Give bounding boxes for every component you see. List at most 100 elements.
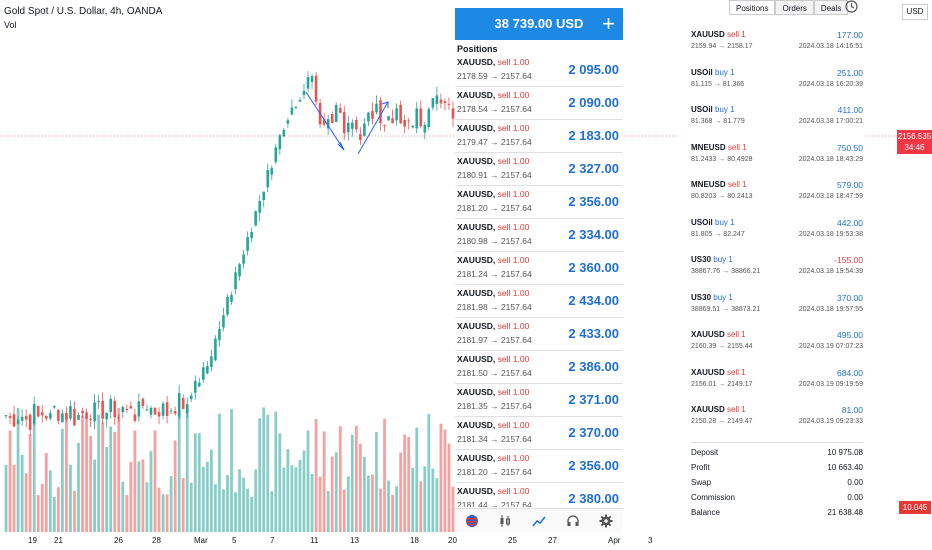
candles-icon[interactable] xyxy=(497,513,513,529)
date-tick-label: 13 xyxy=(350,536,359,545)
volume-bar xyxy=(185,410,189,532)
trade-row[interactable]: MNEUSD sell 1 579.00 80.8203 → 80.2413 2024… xyxy=(677,178,867,216)
position-row[interactable]: XAUUSD, sell 1.00 2181.20 → 2157.64 2 356.… xyxy=(455,186,623,219)
tab-bar: Positions Orders Deals xyxy=(729,0,849,15)
trade-row[interactable]: US30 buy 1 370.00 38869.51 → 38873.21 2024.… xyxy=(677,291,867,329)
position-row[interactable]: XAUUSD, sell 1.00 2178.54 → 2157.64 2 090.… xyxy=(455,87,623,120)
volume-bar xyxy=(383,418,386,532)
position-row[interactable]: XAUUSD, sell 1.00 2181.24 → 2157.64 2 360.… xyxy=(455,252,623,285)
gear-icon[interactable] xyxy=(598,513,614,529)
volume-bar xyxy=(302,450,306,532)
candle-body xyxy=(169,410,173,412)
volume-bar xyxy=(60,428,64,532)
candle-body xyxy=(391,118,394,124)
position-row[interactable]: XAUUSD, sell 1.00 2180.98 → 2157.64 2 334.… xyxy=(455,219,623,252)
current-price-tag: 2156.535 34:46 xyxy=(897,130,932,154)
volume-bar xyxy=(129,461,133,532)
candle-body xyxy=(36,406,40,417)
position-pnl: 2 360.00 xyxy=(568,260,619,275)
trades-list[interactable]: XAUUSD sell 1 177.00 2159.94 → 2158.17 2024… xyxy=(677,28,867,441)
date-tick-label: 25 xyxy=(508,536,517,545)
position-row[interactable]: XAUUSD, sell 1.00 2181.44 → 2157.64 2 380.… xyxy=(455,483,623,507)
position-row[interactable]: XAUUSD, sell 1.00 2181.97 → 2157.64 2 433.… xyxy=(455,318,623,351)
position-row[interactable]: XAUUSD, sell 1.00 2178.59 → 2157.64 2 095.… xyxy=(455,54,623,87)
position-side: sell 1.00 xyxy=(497,156,530,166)
headset-icon[interactable] xyxy=(565,513,581,529)
volume-bar xyxy=(391,494,394,532)
volume-bar xyxy=(40,483,44,532)
volume-bar xyxy=(451,486,455,532)
candle-body xyxy=(266,170,270,188)
trade-symbol: USOil buy 1 xyxy=(691,67,735,77)
trade-row[interactable]: USOil buy 1 251.00 81.115 → 81.366 2024.03.… xyxy=(677,66,867,104)
volume-bar xyxy=(326,490,330,532)
position-prices: 2181.44 → 2157.64 xyxy=(457,500,532,507)
date-tick-label: 26 xyxy=(114,536,123,545)
volume-bar xyxy=(201,466,205,532)
volume-bar xyxy=(89,435,92,532)
volume-bar xyxy=(274,411,278,532)
trade-symbol: USOil buy 1 xyxy=(691,217,735,227)
position-symbol: XAUUSD, sell 1.00 xyxy=(457,486,530,496)
volume-bar xyxy=(145,482,149,532)
volume-bar xyxy=(306,430,310,532)
volume-bar xyxy=(28,434,32,532)
trade-row[interactable]: MNEUSD sell 1 750.50 81.2433 → 80.4928 2024… xyxy=(677,141,867,179)
trade-row[interactable]: XAUUSD sell 1 495.00 2160.39 → 2155.44 2024… xyxy=(677,328,867,366)
position-prices: 2181.20 → 2157.64 xyxy=(457,467,532,477)
candle-body xyxy=(342,112,346,134)
position-side: sell 1.00 xyxy=(497,420,530,430)
add-icon[interactable]: + xyxy=(602,11,615,36)
trade-row[interactable]: USOil buy 1 442.00 81.805 → 82.247 2024.03.… xyxy=(677,216,867,254)
trade-row[interactable]: US30 buy 1 -155.00 38867.76 → 38866.21 2024… xyxy=(677,253,867,291)
position-prices: 2181.35 → 2157.64 xyxy=(457,401,532,411)
trade-symbol: MNEUSD sell 1 xyxy=(691,142,747,152)
volume-bar xyxy=(254,469,258,532)
position-row[interactable]: XAUUSD, sell 1.00 2181.34 → 2157.64 2 370.… xyxy=(455,417,623,450)
clock-icon[interactable] xyxy=(845,0,858,18)
position-symbol: XAUUSD, sell 1.00 xyxy=(457,255,530,265)
candle-body xyxy=(443,101,447,104)
position-pnl: 2 356.00 xyxy=(568,458,619,473)
price-axis[interactable] xyxy=(897,0,932,550)
flag-icon[interactable] xyxy=(464,513,480,529)
position-row[interactable]: XAUUSD, sell 1.00 2181.35 → 2157.64 2 371.… xyxy=(455,384,623,417)
position-symbol: XAUUSD, sell 1.00 xyxy=(457,123,530,133)
tab-orders[interactable]: Orders xyxy=(775,0,814,15)
trade-time: 2024.03.18 14:16:51 xyxy=(798,43,863,50)
trade-row[interactable]: USOil buy 1 411.00 81.368 → 81.779 2024.03.… xyxy=(677,103,867,141)
currency-button[interactable]: USD xyxy=(902,4,928,20)
candle-body xyxy=(379,100,382,124)
balance-bar[interactable]: 38 739.00 USD + xyxy=(455,8,623,40)
position-row[interactable]: XAUUSD, sell 1.00 2181.50 → 2157.64 2 386.… xyxy=(455,351,623,384)
position-symbol: XAUUSD, sell 1.00 xyxy=(457,420,530,430)
positions-list[interactable]: XAUUSD, sell 1.00 2178.59 → 2157.64 2 095.… xyxy=(455,54,623,507)
trade-row[interactable]: XAUUSD sell 1 81.00 2150.28 → 2149.47 2024.… xyxy=(677,403,867,441)
volume-bar xyxy=(230,409,233,532)
volume-bar xyxy=(358,443,362,532)
volume-bar xyxy=(238,469,241,532)
trade-side: sell 1 xyxy=(727,180,747,189)
trade-row[interactable]: XAUUSD sell 1 177.00 2159.94 → 2158.17 2024… xyxy=(677,28,867,66)
trade-symbol: MNEUSD sell 1 xyxy=(691,180,747,189)
date-tick-label: 21 xyxy=(54,536,63,545)
trend-icon[interactable] xyxy=(531,513,547,529)
trade-history-panel: Positions Orders Deals XAUUSD sell 1 177.… xyxy=(677,0,867,550)
volume-bar xyxy=(371,474,374,532)
candle-body xyxy=(399,104,402,124)
tab-positions[interactable]: Positions xyxy=(729,0,776,15)
candle-body xyxy=(145,409,149,411)
volume-bar xyxy=(399,452,403,532)
tab-deals[interactable]: Deals xyxy=(813,0,849,15)
position-row[interactable]: XAUUSD, sell 1.00 2180.91 → 2157.64 2 327.… xyxy=(455,153,623,186)
volume-bar xyxy=(262,407,266,532)
position-row[interactable]: XAUUSD, sell 1.00 2179.47 → 2157.64 2 183.… xyxy=(455,120,623,153)
trade-row[interactable]: XAUUSD sell 1 684.00 2156.01 → 2149.17 2024… xyxy=(677,366,867,404)
volume-bar xyxy=(97,414,101,532)
position-row[interactable]: XAUUSD, sell 1.00 2181.20 → 2157.64 2 356.… xyxy=(455,450,623,483)
volume-bar xyxy=(415,427,419,532)
position-side: sell 1.00 xyxy=(497,255,530,265)
position-row[interactable]: XAUUSD, sell 1.00 2181.98 → 2157.64 2 434.… xyxy=(455,285,623,318)
volume-bar xyxy=(177,411,181,532)
